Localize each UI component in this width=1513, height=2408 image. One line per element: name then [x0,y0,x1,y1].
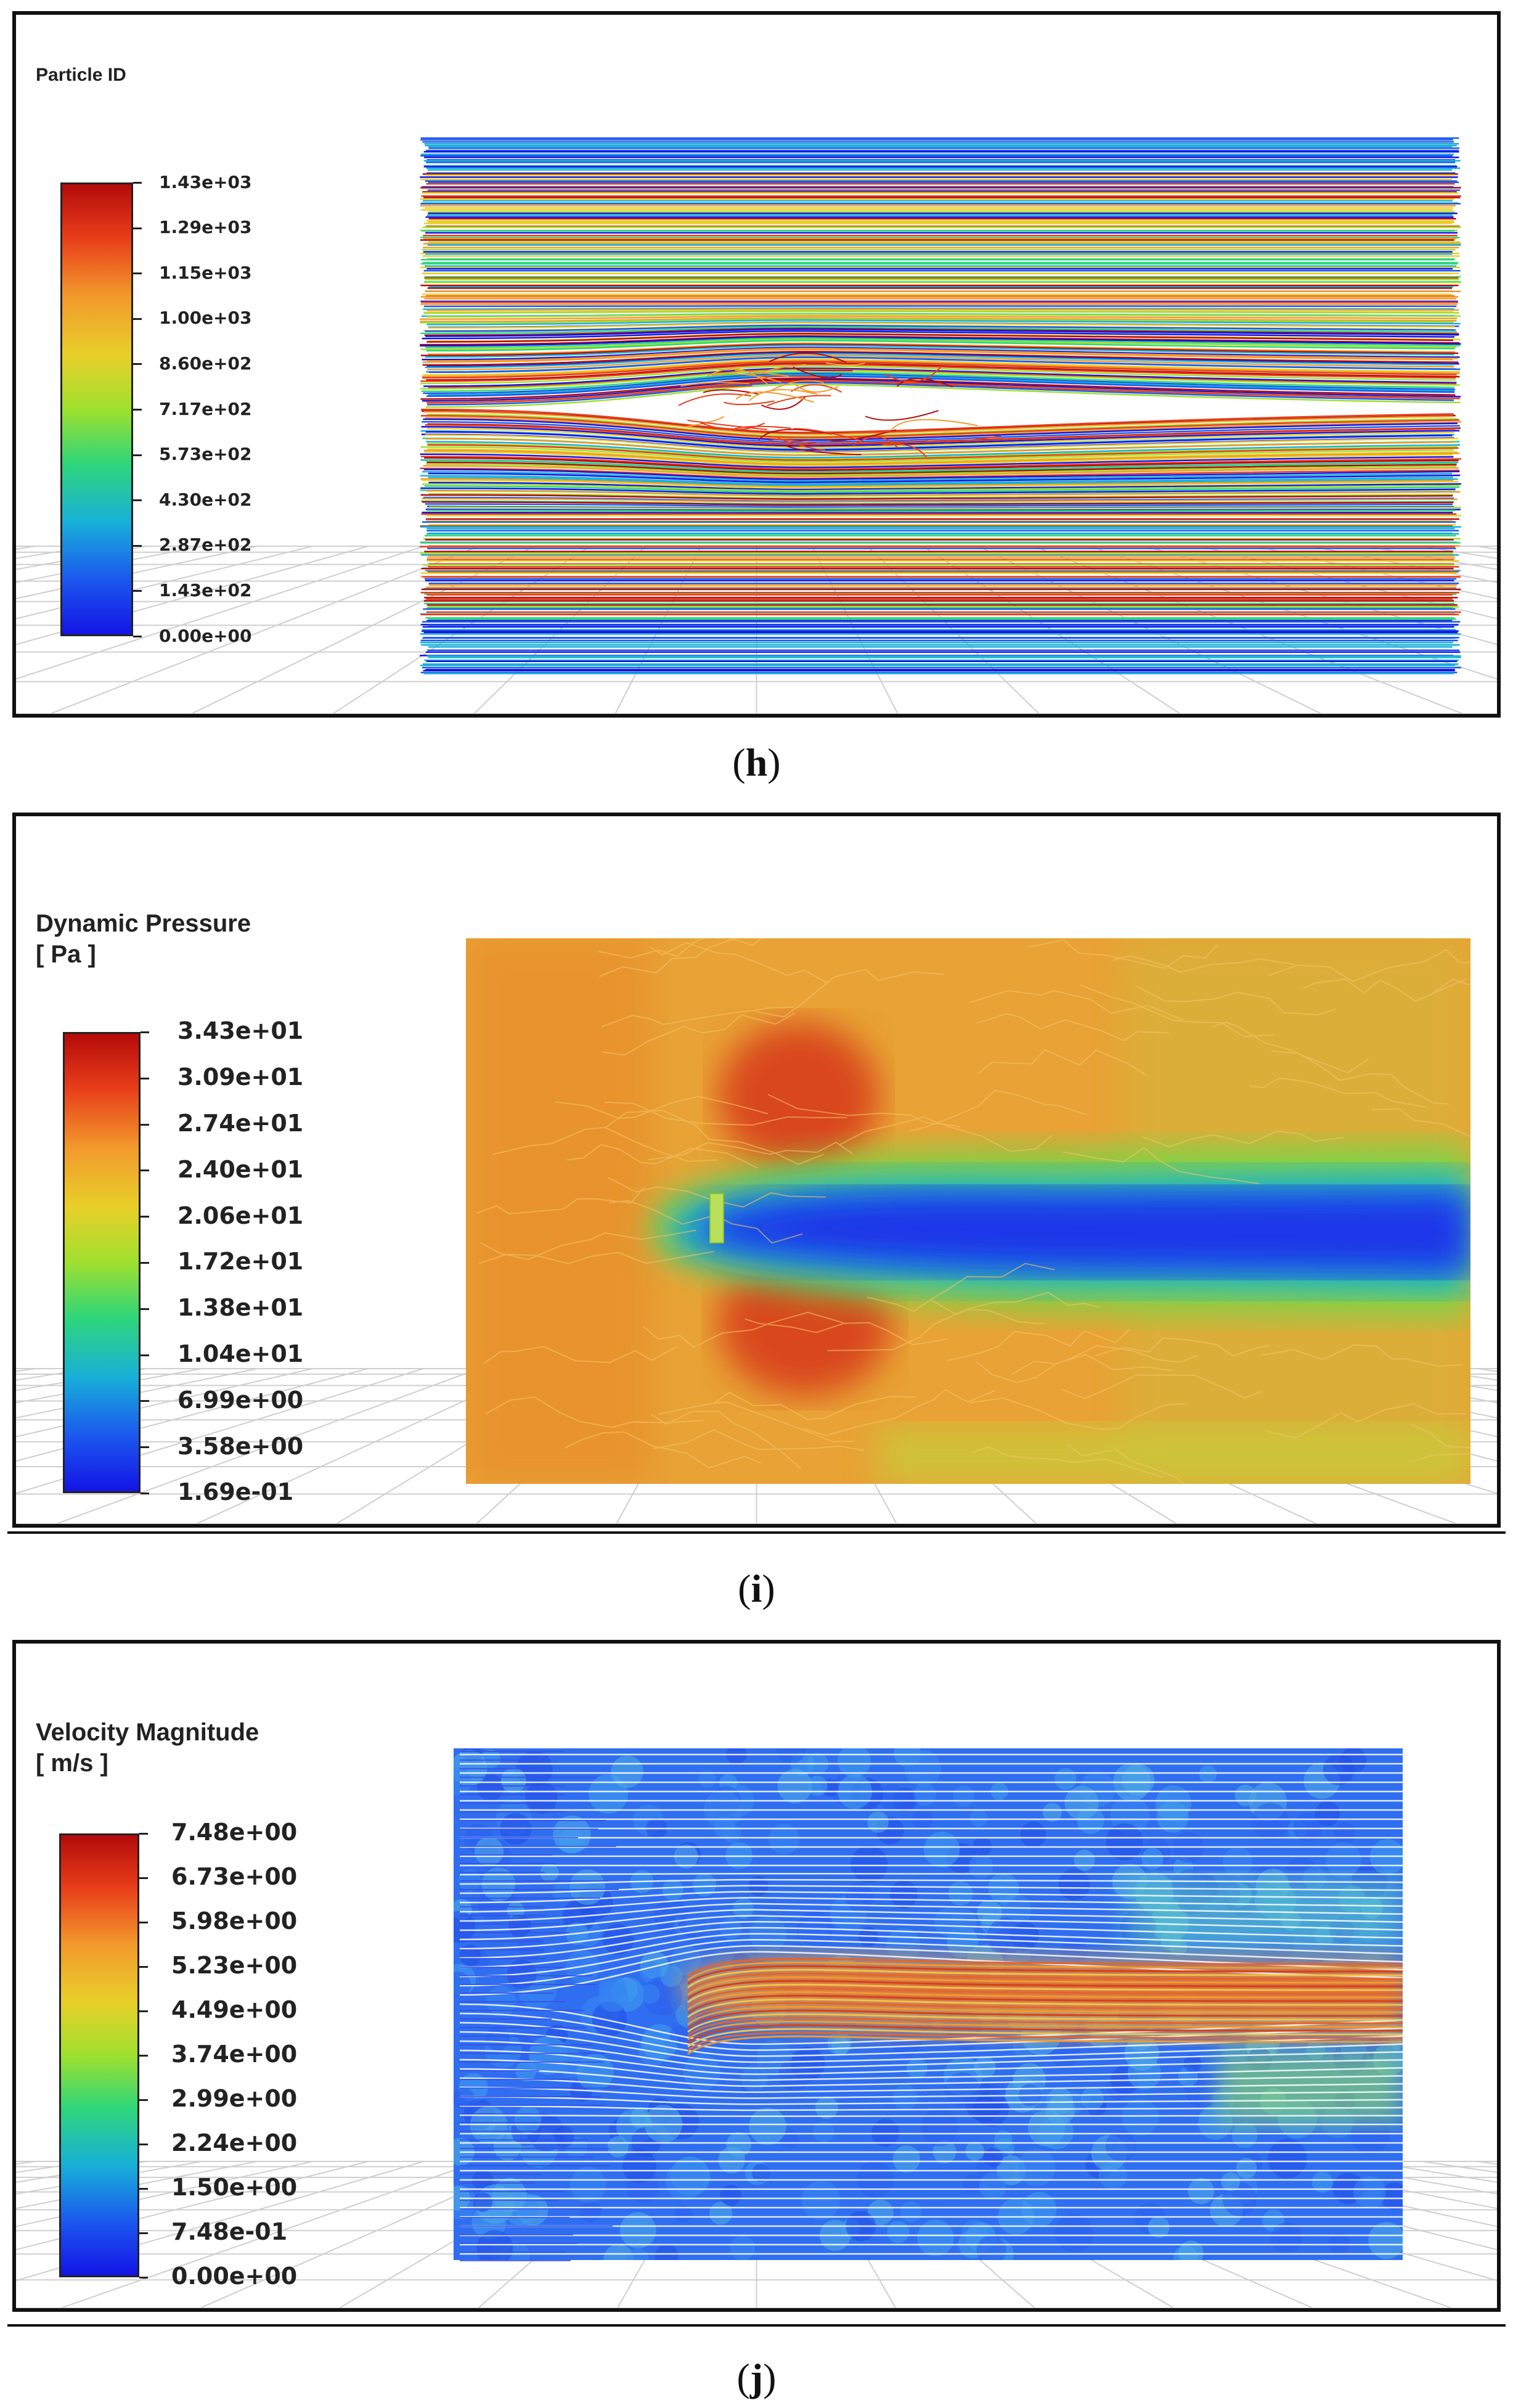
colorbar-tick-label: 2.87e+02 [159,534,252,555]
colorbar-tick [133,499,142,502]
colorbar-tick-label: 7.48e+00 [171,1819,298,1846]
colorbar-tick-label: 1.72e+01 [177,1248,304,1276]
colorbar-tick-label: 3.74e+00 [171,2041,298,2068]
colorbar-tick-label: 6.73e+00 [171,1863,298,1891]
colorbar-tick [139,1877,148,1879]
panel-h: Particle ID 1.43e+03 1.29e+03 1.15e+03 1.00… [12,11,1501,718]
colorbar-tick [139,1966,148,1968]
colorbar-tick [141,1308,149,1310]
colorbar-tick-label: 1.29e+03 [159,217,252,238]
colorbar-tick-label: 3.58e+00 [177,1432,304,1460]
colorbar-tick [133,182,142,184]
colorbar-tick-label: 2.24e+00 [171,2129,298,2157]
legend-title: Velocity Magnitude [36,1719,259,1746]
colorbar-tick [139,2144,148,2145]
panel-j-scene [16,1748,1497,2308]
colorbar-tick-label: 1.15e+03 [159,262,252,283]
colorbar-tick [141,1493,149,1494]
panel-i-scene [16,938,1497,1524]
colorbar-tick [141,1031,149,1033]
colorbar-tick-label: 8.60e+02 [159,353,252,374]
colorbar-tick [141,1400,149,1403]
colorbar-tick-label: 7.17e+02 [159,398,252,419]
colorbar-tick-label: 1.00e+03 [159,308,252,329]
colorbar-tick-label: 1.50e+00 [171,2174,298,2201]
colorbar-tick-label: 2.74e+01 [177,1110,304,1137]
colorbar-tick [133,544,142,547]
colorbar-tick [141,1262,149,1264]
colorbar-tick-label: 1.43e+02 [159,580,252,601]
caption-letter: i [751,1566,762,1610]
colorbar [63,1032,141,1493]
colorbar-tick-label: 0.00e+00 [159,625,252,646]
colorbar-tick [133,409,142,411]
separator-rule [7,2324,1506,2327]
colorbar-tick-label: 2.40e+01 [177,1155,304,1183]
colorbar-tick-label: 5.23e+00 [171,1952,298,1980]
colorbar-tick [141,1446,149,1449]
caption-letter: h [745,740,768,784]
colorbar-tick [139,2232,148,2234]
legend-title: Dynamic Pressure [36,910,251,937]
colorbar-tick-label: 1.69e-01 [177,1478,294,1506]
colorbar-tick-label: 0.00e+00 [171,2263,298,2290]
colorbar-tick [133,317,142,320]
colorbar-tick [133,363,142,366]
colorbar [59,1833,139,2277]
colorbar-tick-label: 4.30e+02 [159,489,252,510]
velocity-field [454,1748,1403,2260]
colorbar-tick-label: 1.04e+01 [177,1340,304,1368]
colorbar-tick-label: 5.73e+02 [159,444,252,465]
colorbar-tick [139,1922,148,1923]
colorbar-tick [139,2188,148,2190]
legend-unit: [ Pa ] [36,941,96,968]
colorbar-tick [133,454,142,456]
colorbar [60,182,133,636]
colorbar-tick-label: 2.06e+01 [177,1202,304,1229]
colorbar-tick-label: 5.98e+00 [171,1907,298,1935]
colorbar-tick [139,2277,148,2279]
panel-j: Velocity Magnitude [ m/s ] 7.48e+00 6.73e… [12,1640,1501,2312]
colorbar-tick [139,2099,148,2101]
legend-unit: [ m/s ] [36,1750,108,1777]
colorbar-tick-label: 2.99e+00 [171,2085,298,2113]
colorbar-tick-label: 4.49e+00 [171,1996,298,2024]
colorbar-tick [133,590,142,592]
colorbar-tick [141,1123,149,1126]
colorbar-tick [141,1169,149,1172]
colorbar-tick [141,1354,149,1356]
colorbar-tick [141,1216,149,1218]
colorbar-tick-label: 1.38e+01 [177,1294,304,1322]
colorbar-tick-label: 7.48e-01 [171,2218,288,2246]
caption-h: (h) [732,740,781,784]
separator-rule [7,1531,1506,1534]
caption-letter: j [749,2356,764,2399]
legend-title: Particle ID [36,65,126,85]
colorbar-tick-label: 3.43e+01 [177,1017,304,1045]
colorbar-tick [139,1833,148,1835]
colorbar-tick [133,227,142,229]
colorbar-tick [139,2010,148,2012]
colorbar-tick [133,272,142,275]
colorbar-tick [133,636,142,637]
colorbar-tick-label: 3.09e+01 [177,1063,304,1091]
panel-i: Dynamic Pressure [ Pa ] 3.43e+01 3.09e+01… [12,813,1501,1528]
colorbar-tick-label: 6.99e+00 [177,1386,304,1414]
pressure-contour [466,938,1470,1484]
colorbar-tick [141,1077,149,1079]
colorbar-tick [139,2055,148,2057]
caption-j: (j) [736,2356,777,2399]
panel-h-scene [16,137,1497,714]
particle-pathlines [419,137,1461,674]
colorbar-tick-label: 1.43e+03 [159,171,252,192]
caption-i: (i) [738,1566,775,1610]
